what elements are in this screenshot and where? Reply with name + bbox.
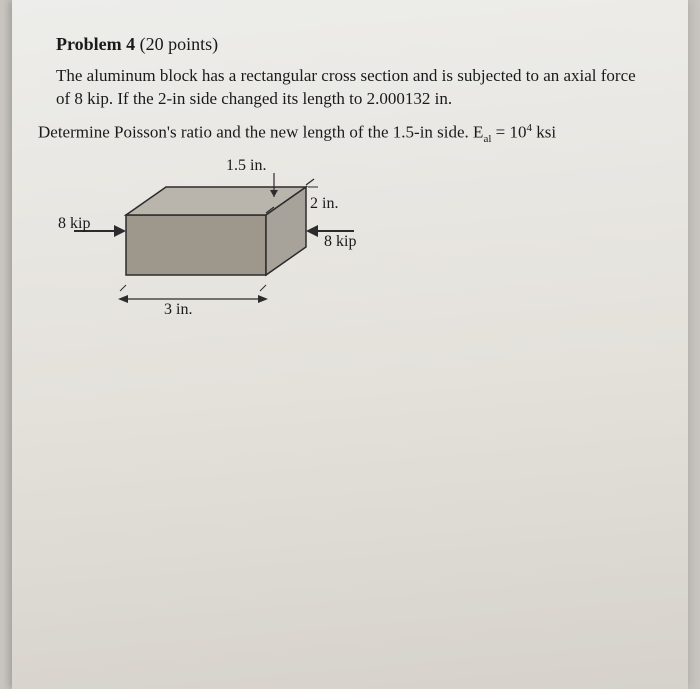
dim-3in-ext-right xyxy=(260,285,266,291)
dim-3in-ext-left xyxy=(120,285,126,291)
force-right-arrow-head xyxy=(306,225,318,237)
block-figure: 1.5 in. 2 in. 8 kip 8 kip 3 in. xyxy=(56,153,356,333)
problem-title: Problem 4 (20 points) xyxy=(56,34,644,55)
block-front-face xyxy=(126,215,266,275)
dim-3in-arrow-r xyxy=(258,295,268,303)
dim-top-tick2 xyxy=(306,179,314,185)
para2-post: ksi xyxy=(532,123,556,142)
paragraph-2: Determine Poisson's ratio and the new le… xyxy=(38,121,644,147)
title-points: (20 points) xyxy=(140,34,219,54)
title-bold: Problem 4 xyxy=(56,34,135,54)
label-3in: 3 in. xyxy=(164,301,192,319)
label-top: 1.5 in. xyxy=(226,157,266,175)
label-2in: 2 in. xyxy=(310,195,338,213)
para2-mid: = 10 xyxy=(491,123,526,142)
block-svg xyxy=(56,153,356,333)
paragraph-1: The aluminum block has a rectangular cro… xyxy=(56,65,644,111)
label-force-right: 8 kip xyxy=(324,233,356,251)
para2-pre: Determine Poisson's ratio and the new le… xyxy=(38,123,483,142)
force-left-arrow-head xyxy=(114,225,126,237)
page: Problem 4 (20 points) The aluminum block… xyxy=(12,0,688,689)
dim-3in-arrow-l xyxy=(118,295,128,303)
label-force-left: 8 kip xyxy=(58,215,90,233)
